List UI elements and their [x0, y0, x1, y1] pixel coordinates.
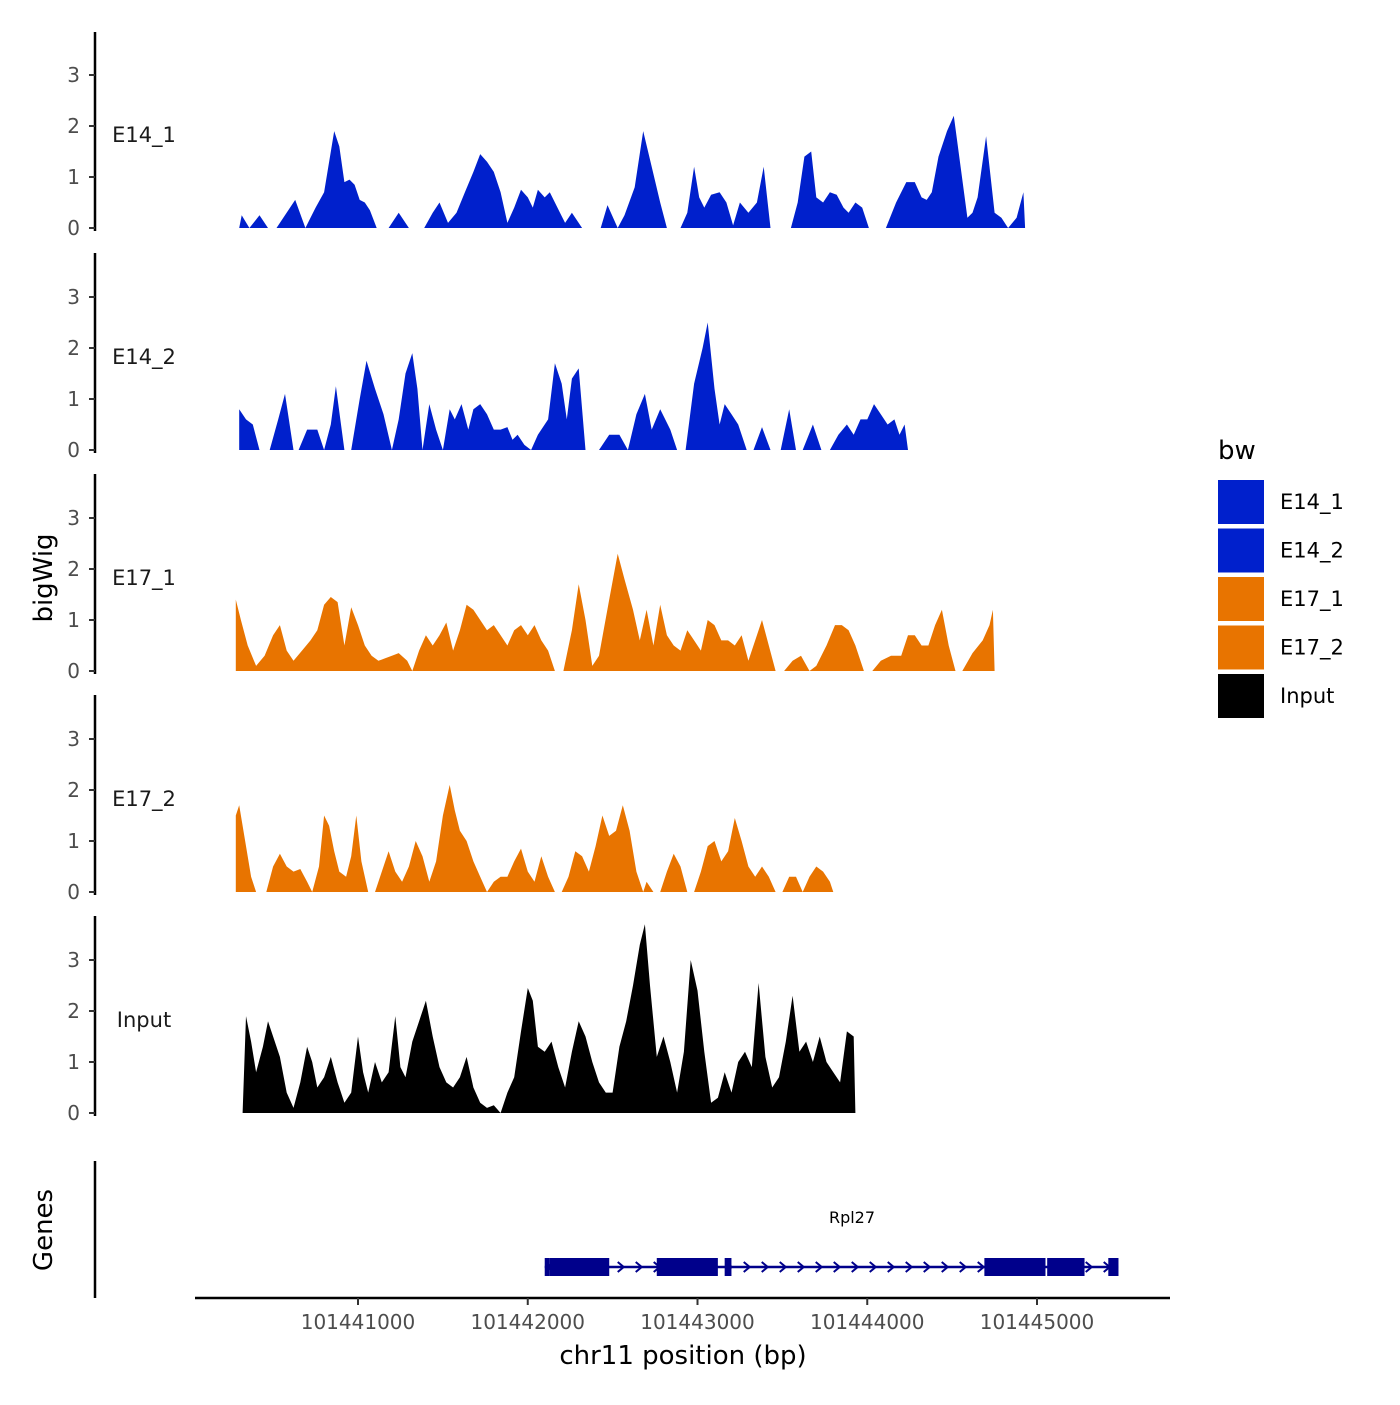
strand-arrow — [761, 1261, 770, 1273]
signal-area-E14_1 — [239, 115, 1026, 228]
y-tick-label: 0 — [67, 880, 80, 904]
y-tick-label: 1 — [67, 608, 80, 632]
gene-label: Rpl27 — [829, 1208, 875, 1227]
y-tick-label: 3 — [67, 506, 80, 530]
track-label-E17_2: E17_2 — [112, 787, 176, 812]
genes-track: Rpl27 — [93, 1161, 1119, 1298]
track-label-Input: Input — [117, 1008, 171, 1032]
y-tick-label: 2 — [67, 999, 80, 1023]
strand-arrow — [779, 1261, 788, 1273]
y-tick-label: 0 — [67, 1101, 80, 1125]
y-axis-title: bigWig — [29, 533, 59, 622]
y-tick-label: 3 — [67, 727, 80, 751]
tracks-layer: 0 1 2 3 E14_1 0 1 2 3 E14_2 0 1 2 3 E17_1 0 1 2 3 E17_2 0 1 2 3… — [67, 32, 1026, 1125]
gene-exon — [1047, 1258, 1085, 1276]
legend-label-Input: Input — [1280, 684, 1334, 708]
gene-exon — [549, 1258, 610, 1276]
y-tick-label: 1 — [67, 387, 80, 411]
legend-swatch-E17_2 — [1218, 625, 1264, 670]
gene-exon — [724, 1258, 732, 1276]
strand-arrow — [635, 1261, 644, 1273]
y-tick-label: 1 — [67, 829, 80, 853]
gene-exon — [1108, 1258, 1119, 1276]
legend-swatch-E14_2 — [1218, 528, 1264, 573]
track-label-E14_2: E14_2 — [112, 345, 176, 370]
strand-arrow — [617, 1261, 626, 1273]
strand-arrow — [743, 1261, 752, 1273]
y-tick-label: 3 — [67, 948, 80, 972]
track-E17_2: 0 1 2 3 E17_2 — [67, 695, 834, 904]
strand-arrow — [923, 1261, 932, 1273]
signal-area-E17_2 — [235, 784, 834, 892]
y-tick-label: 3 — [67, 285, 80, 309]
x-tick-label: 101443000 — [640, 1310, 755, 1334]
legend-label-E17_2: E17_2 — [1280, 636, 1344, 661]
track-label-E17_1: E17_1 — [112, 566, 176, 591]
y-tick-label: 2 — [67, 114, 80, 138]
legend-swatch-E14_1 — [1218, 480, 1264, 524]
legend-title: bw — [1218, 436, 1256, 466]
x-tick-label: 101445000 — [980, 1310, 1095, 1334]
signal-area-E17_1 — [235, 553, 995, 671]
x-axis-title: chr11 position (bp) — [559, 1341, 806, 1371]
y-tick-label: 3 — [67, 63, 80, 87]
y-tick-label: 0 — [67, 438, 80, 462]
y-tick-label: 2 — [67, 778, 80, 802]
strand-arrow — [941, 1261, 950, 1273]
strand-arrow — [905, 1261, 914, 1273]
strand-arrow — [959, 1261, 968, 1273]
y-tick-label: 0 — [67, 659, 80, 683]
signal-area-Input — [242, 924, 856, 1113]
gene-exon — [656, 1258, 718, 1276]
y-tick-label: 2 — [67, 557, 80, 581]
legend-label-E14_2: E14_2 — [1280, 539, 1344, 564]
x-tick-label: 101444000 — [810, 1310, 925, 1334]
legend-swatch-E17_1 — [1218, 577, 1264, 621]
signal-area-E14_2 — [239, 322, 908, 450]
legend-label-E17_1: E17_1 — [1280, 587, 1344, 612]
gene-exon — [984, 1258, 1046, 1276]
strand-arrow — [815, 1261, 824, 1273]
legend-label-E14_1: E14_1 — [1280, 490, 1344, 515]
y-tick-label: 1 — [67, 165, 80, 189]
track-Input: 0 1 2 3 Input — [67, 916, 856, 1125]
genes-axis-title: Genes — [29, 1189, 59, 1271]
x-tick-label: 101442000 — [470, 1310, 585, 1334]
x-axis: 101441000 101442000 101443000 101444000 1014… — [195, 1296, 1170, 1334]
y-tick-label: 2 — [67, 336, 80, 360]
legend-swatch-Input — [1218, 674, 1264, 718]
track-E14_2: 0 1 2 3 E14_2 — [67, 253, 908, 462]
x-tick-label: 101441000 — [301, 1310, 416, 1334]
track-E14_1: 0 1 2 3 E14_1 — [67, 32, 1026, 240]
y-tick-label: 1 — [67, 1050, 80, 1074]
track-label-E14_1: E14_1 — [112, 123, 176, 148]
strand-arrow — [977, 1261, 986, 1273]
strand-arrow — [887, 1261, 896, 1273]
track-E17_1: 0 1 2 3 E17_1 — [67, 474, 995, 683]
strand-arrow — [833, 1261, 842, 1273]
legend: bw E14_1 E14_2 E17_1 E17_2 Input — [1218, 436, 1344, 718]
gene-exon — [544, 1258, 550, 1276]
strand-arrow — [869, 1261, 878, 1273]
y-tick-label: 0 — [67, 216, 80, 240]
strand-arrow — [797, 1261, 806, 1273]
gene-Rpl27: Rpl27 — [544, 1208, 1119, 1276]
strand-arrow — [1085, 1261, 1094, 1273]
strand-arrow — [851, 1261, 860, 1273]
